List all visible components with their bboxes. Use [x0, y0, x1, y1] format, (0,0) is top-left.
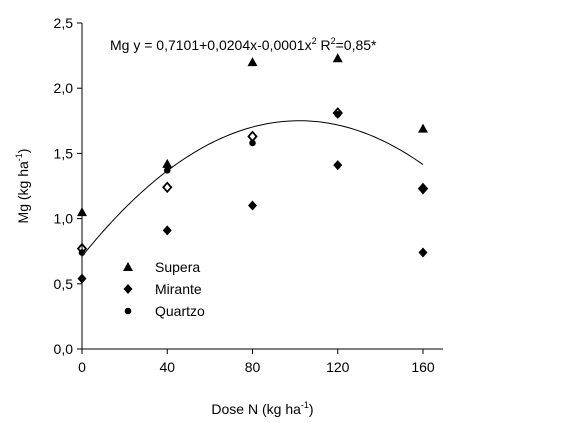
y-tick-label: 0,5 — [54, 276, 74, 292]
y-tick-label: 0,0 — [54, 341, 74, 357]
point — [417, 182, 429, 195]
legend-marker — [123, 262, 133, 271]
legend-marker — [123, 284, 133, 294]
point — [76, 242, 88, 255]
x-tick-label: 40 — [159, 359, 175, 375]
point — [248, 200, 257, 211]
y-axis-label-part: -1 — [14, 153, 24, 161]
annotation-part: R — [317, 37, 331, 53]
legend-label: Supera — [155, 259, 200, 275]
point — [333, 160, 343, 171]
x-tick-label: 160 — [411, 359, 435, 375]
x-tick-label: 120 — [326, 359, 350, 375]
point — [418, 247, 428, 258]
annotation: Mg y = 0,7101+0,0204x-0,0001x2 R2=0,85* — [110, 36, 377, 53]
point — [247, 57, 258, 67]
point — [162, 225, 172, 236]
point — [77, 207, 87, 217]
annotation-part: Mg y = 0,7101+0,0204x-0,0001x — [110, 37, 312, 53]
point — [77, 273, 87, 284]
point — [418, 123, 428, 133]
point — [247, 130, 258, 143]
x-axis-label-part: ) — [309, 401, 314, 417]
point — [162, 181, 173, 194]
y-tick-label: 1,0 — [54, 211, 74, 227]
y-axis-label-part: Mg (kg ha — [15, 161, 31, 223]
x-axis-label: Dose N (kg ha-1) — [211, 400, 313, 417]
y-tick-label: 1,5 — [54, 145, 74, 161]
legend-label: Quartzo — [155, 303, 205, 319]
annotation-part: =0,85* — [336, 37, 377, 53]
y-tick-label: 2,0 — [54, 80, 74, 96]
point — [249, 139, 256, 147]
x-tick-label: 80 — [245, 359, 261, 375]
point — [332, 107, 343, 119]
y-axis-label-part: ) — [15, 149, 31, 154]
legend-marker — [124, 307, 132, 315]
x-tick-label: 0 — [78, 359, 86, 375]
x-axis-label-part: -1 — [301, 400, 309, 410]
fit-curve — [81, 120, 424, 257]
annotation-part: 2 — [331, 36, 336, 46]
point — [163, 167, 171, 174]
annotation-part: 2 — [312, 36, 317, 46]
point — [332, 53, 343, 63]
legend-label: Mirante — [155, 281, 202, 297]
point — [162, 158, 173, 168]
y-tick-label: 2,5 — [54, 15, 74, 31]
x-axis-label-part: Dose N (kg ha — [211, 401, 301, 417]
y-axis-label: Mg (kg ha-1) — [14, 149, 31, 224]
